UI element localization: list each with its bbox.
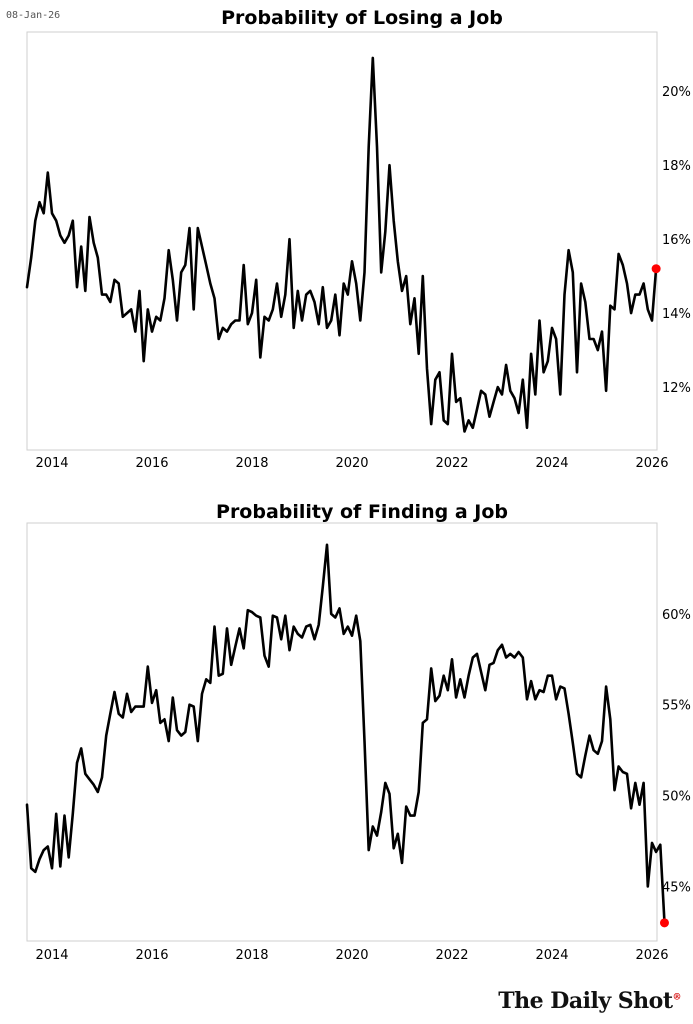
- series-line-1: [25, 56, 658, 433]
- y-tick-label-2: 55%: [662, 699, 691, 714]
- x-tick-label-2: 2026: [635, 948, 668, 963]
- latest-point-marker-2: [659, 918, 669, 928]
- brand-text: The Daily Shot: [498, 988, 673, 1014]
- brand-mark: ®: [672, 992, 682, 1003]
- x-tick-label-1: 2014: [35, 456, 68, 471]
- y-tick-label-1: 12%: [662, 381, 691, 396]
- x-tick-label-1: 2022: [435, 456, 468, 471]
- y-tick-label-1: 18%: [662, 159, 691, 174]
- x-tick-label-1: 2026: [635, 456, 668, 471]
- plot-frame-1: [26, 31, 658, 451]
- chart-title-2: Probability of Finding a Job: [216, 501, 508, 523]
- latest-point-marker-1: [651, 264, 661, 274]
- y-tick-label-2: 45%: [662, 880, 691, 895]
- plot-frame-2: [26, 522, 658, 942]
- x-tick-label-1: 2024: [535, 456, 568, 471]
- series-line-2: [25, 543, 666, 925]
- y-tick-label-2: 50%: [662, 790, 691, 805]
- brand-logo: The Daily Shot®: [498, 988, 681, 1014]
- chart-title-1: Probability of Losing a Job: [221, 7, 503, 29]
- x-tick-label-1: 2016: [135, 456, 168, 471]
- x-tick-label-2: 2018: [235, 948, 268, 963]
- x-tick-label-2: 2024: [535, 948, 568, 963]
- x-tick-label-2: 2016: [135, 948, 168, 963]
- y-tick-label-1: 14%: [662, 307, 691, 322]
- x-tick-label-1: 2020: [335, 456, 368, 471]
- x-tick-label-2: 2014: [35, 948, 68, 963]
- x-tick-label-1: 2018: [235, 456, 268, 471]
- y-tick-label-2: 60%: [662, 608, 691, 623]
- x-tick-label-2: 2020: [335, 948, 368, 963]
- x-tick-label-2: 2022: [435, 948, 468, 963]
- date-stamp: 08-Jan-26: [6, 10, 61, 21]
- y-tick-label-1: 16%: [662, 233, 691, 248]
- y-tick-label-1: 20%: [662, 85, 691, 100]
